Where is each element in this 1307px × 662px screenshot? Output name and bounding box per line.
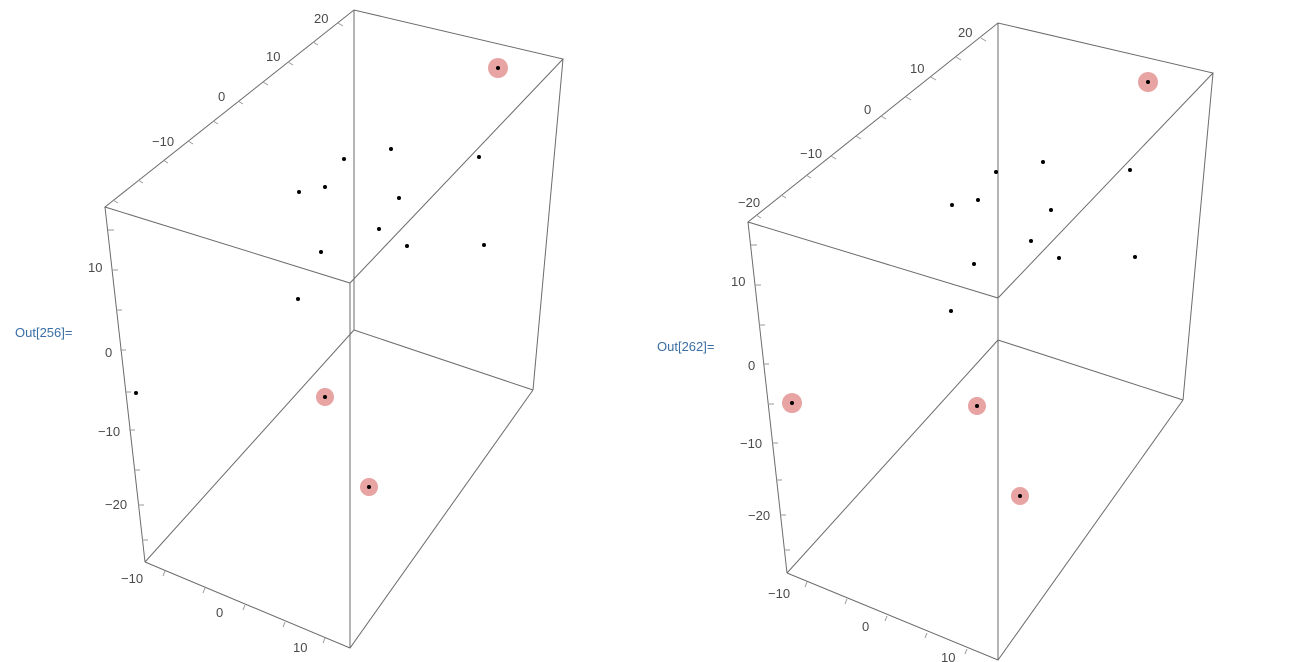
data-point	[389, 147, 393, 151]
data-point	[367, 485, 371, 489]
left-tick-label: 10	[731, 274, 745, 289]
data-point	[949, 309, 953, 313]
top-tick-label: −10	[152, 134, 174, 149]
data-point	[405, 244, 409, 248]
axis-labels-2: 20 10 0 −10 −20 10 0 −10 −20 −10 0 10	[731, 25, 972, 662]
output-label-2: Out[262]=	[657, 339, 715, 354]
data-point	[496, 66, 500, 70]
left-tick-label: 0	[748, 358, 755, 373]
data-point	[342, 157, 346, 161]
axis-ticks-2	[751, 37, 987, 655]
axis-labels-1: 20 10 0 −10 10 0 −10 −20 −10 0 10	[88, 11, 328, 655]
top-tick-label: 0	[864, 102, 871, 117]
data-point	[319, 250, 323, 254]
top-tick-label: 0	[218, 89, 225, 104]
bottom-tick-label: 0	[862, 619, 869, 634]
data-point	[1146, 80, 1150, 84]
data-point	[1049, 208, 1053, 212]
data-point	[134, 391, 138, 395]
data-point	[976, 198, 980, 202]
data-point	[972, 262, 976, 266]
bottom-tick-label: 0	[216, 605, 223, 620]
data-point	[975, 404, 979, 408]
left-tick-label: −20	[748, 508, 770, 523]
bounding-box-2	[746, 22, 1214, 661]
data-point	[477, 155, 481, 159]
data-point	[1029, 239, 1033, 243]
data-point	[1057, 256, 1061, 260]
output-label-1: Out[256]=	[15, 325, 73, 340]
data-point	[1041, 160, 1045, 164]
left-tick-label: −10	[98, 424, 120, 439]
data-point	[323, 395, 327, 399]
data-point	[377, 227, 381, 231]
bottom-tick-label: 10	[941, 650, 955, 662]
bottom-tick-label: −10	[121, 571, 143, 586]
bottom-tick-label: −10	[768, 586, 790, 601]
left-tick-label: 10	[88, 260, 102, 275]
top-tick-label: 10	[266, 49, 280, 64]
points-2	[782, 72, 1158, 505]
axis-ticks-1	[108, 22, 344, 644]
top-tick-label: −10	[800, 146, 822, 161]
top-tick-label: 20	[958, 25, 972, 40]
data-point	[950, 203, 954, 207]
data-point	[994, 170, 998, 174]
data-point	[1133, 255, 1137, 259]
bottom-tick-label: 10	[293, 640, 307, 655]
left-tick-label: −10	[740, 436, 762, 451]
data-point	[397, 196, 401, 200]
left-tick-label: −20	[105, 497, 127, 512]
top-tick-label: −20	[738, 195, 760, 210]
data-point	[1018, 494, 1022, 498]
bounding-box-1	[103, 9, 564, 649]
data-point	[790, 401, 794, 405]
data-point	[482, 243, 486, 247]
plot3d-graphic-1[interactable]: 20 10 0 −10 10 0 −10 −20 −10 0 10	[88, 9, 564, 655]
points-1	[134, 58, 508, 496]
top-tick-label: 20	[314, 11, 328, 26]
top-tick-label: 10	[910, 61, 924, 76]
data-point	[297, 190, 301, 194]
data-point	[1128, 168, 1132, 172]
plot3d-graphic-2[interactable]: 20 10 0 −10 −20 10 0 −10 −20 −10 0 10	[731, 22, 1214, 662]
data-point	[323, 185, 327, 189]
data-point	[296, 297, 300, 301]
left-tick-label: 0	[105, 345, 112, 360]
